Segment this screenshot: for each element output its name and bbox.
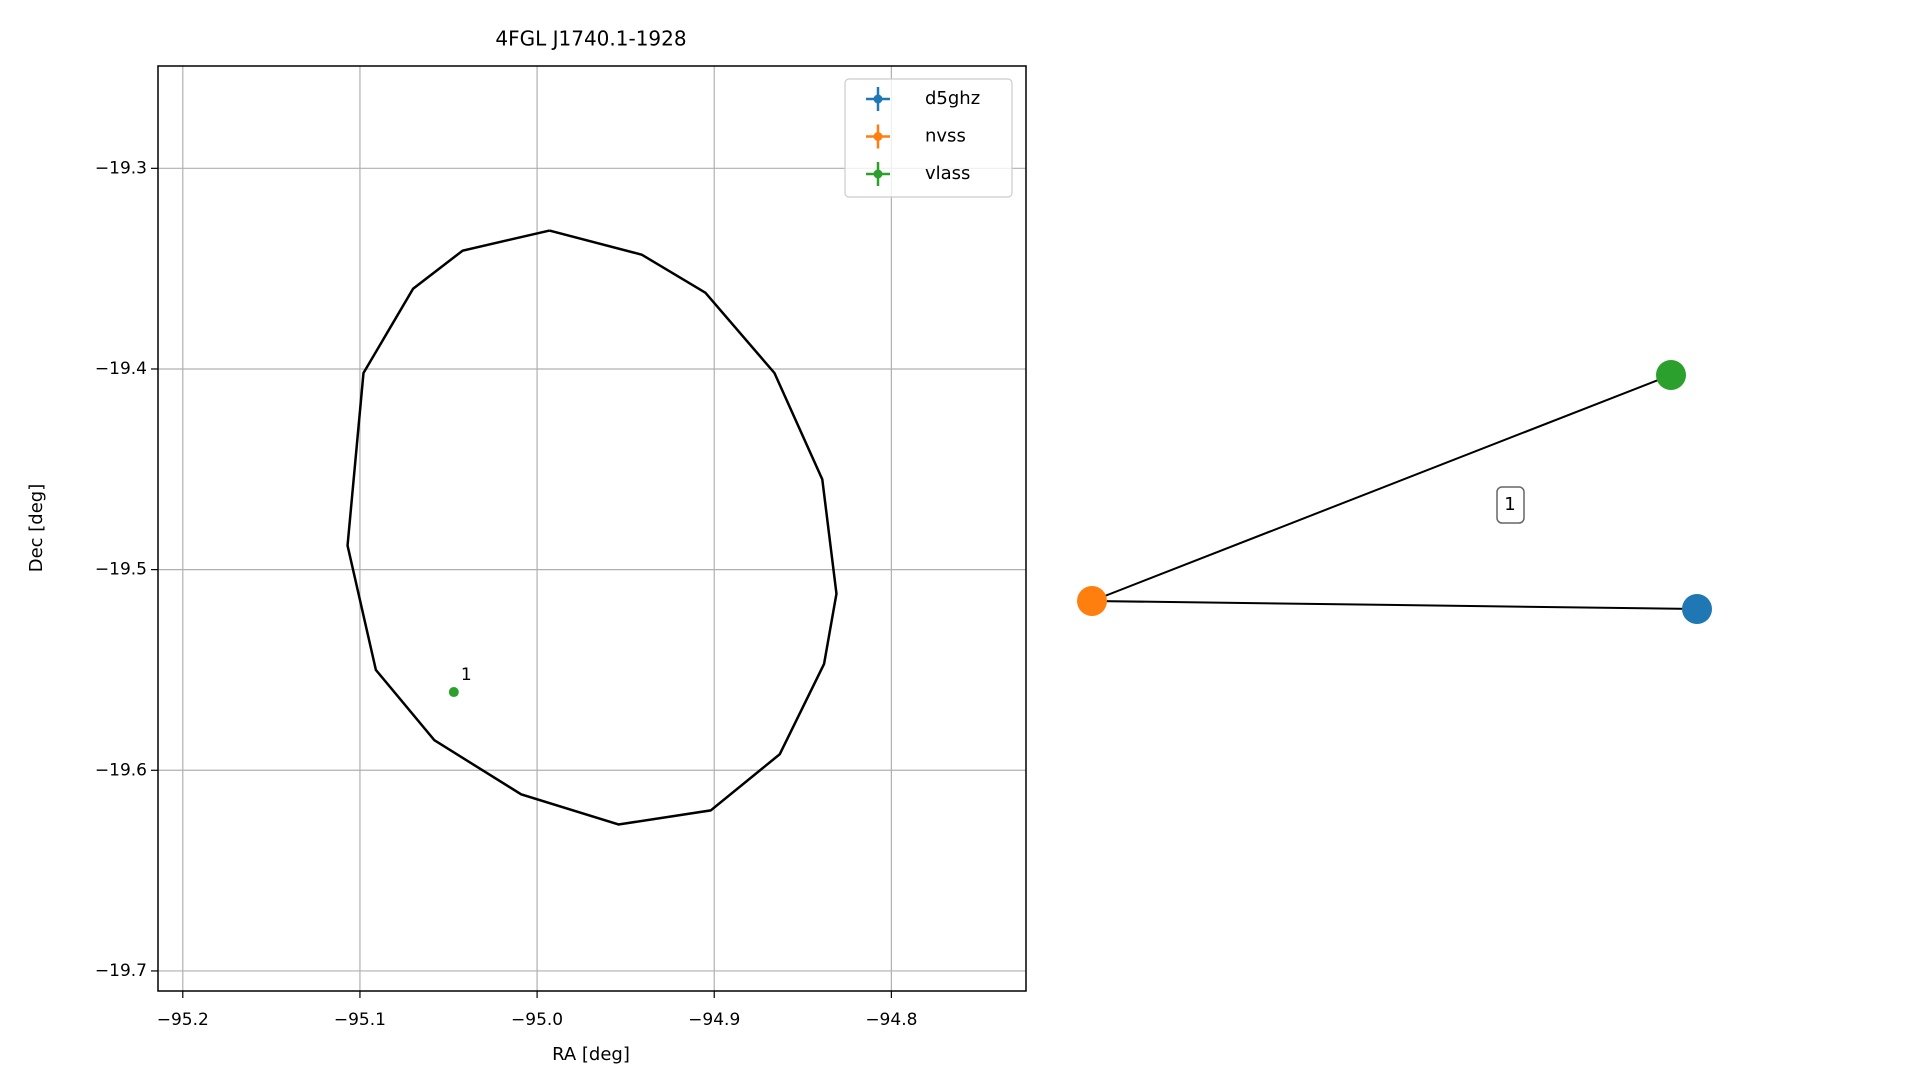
x-tick-label: −95.2: [157, 1010, 209, 1030]
axes-frame: [157, 65, 1027, 992]
x-tick-label: −94.9: [688, 1010, 740, 1030]
edge-label: 1: [1504, 494, 1515, 515]
edge-label-box: [1496, 486, 1525, 524]
x-tick-label: −95.0: [511, 1010, 563, 1030]
x-tick-label: −95.1: [334, 1010, 386, 1030]
x-axis-label: RA [deg]: [552, 1044, 630, 1065]
chart-title: 4FGL J1740.1-1928: [495, 27, 686, 51]
legend-frame: [844, 78, 1013, 198]
x-tick-label: −94.8: [865, 1010, 917, 1030]
data-point: [448, 687, 459, 698]
y-tick-label: −19.3: [95, 158, 147, 178]
plot-area: −95.2 −95.1 −95.0 −94.9 −94.8 −19.3 −19.4 −19.5…: [95, 65, 1027, 1030]
graph-node: [1656, 360, 1686, 390]
y-tick-label: −19.5: [95, 560, 147, 580]
y-tick-label: −19.4: [95, 359, 147, 379]
y-axis-label: Dec [deg]: [26, 484, 47, 573]
graph-edge: [1091, 374, 1672, 602]
graph-node: [1077, 586, 1107, 616]
legend-marker: [873, 169, 883, 179]
legend-label: nvss: [925, 126, 966, 147]
network-graph: 1: [1077, 360, 1712, 624]
ellipse: [346, 229, 838, 826]
legend-marker: [873, 94, 883, 104]
graph-edge: [1091, 600, 1698, 610]
legend: d5ghz nvss vlass: [844, 78, 1013, 198]
graph-node: [1682, 594, 1712, 624]
point-label: 1: [461, 665, 472, 685]
y-tick-label: −19.6: [95, 760, 147, 780]
y-tick-label: −19.7: [95, 961, 147, 981]
legend-label: vlass: [925, 163, 970, 184]
legend-label: d5ghz: [925, 88, 980, 109]
legend-marker: [873, 132, 883, 141]
